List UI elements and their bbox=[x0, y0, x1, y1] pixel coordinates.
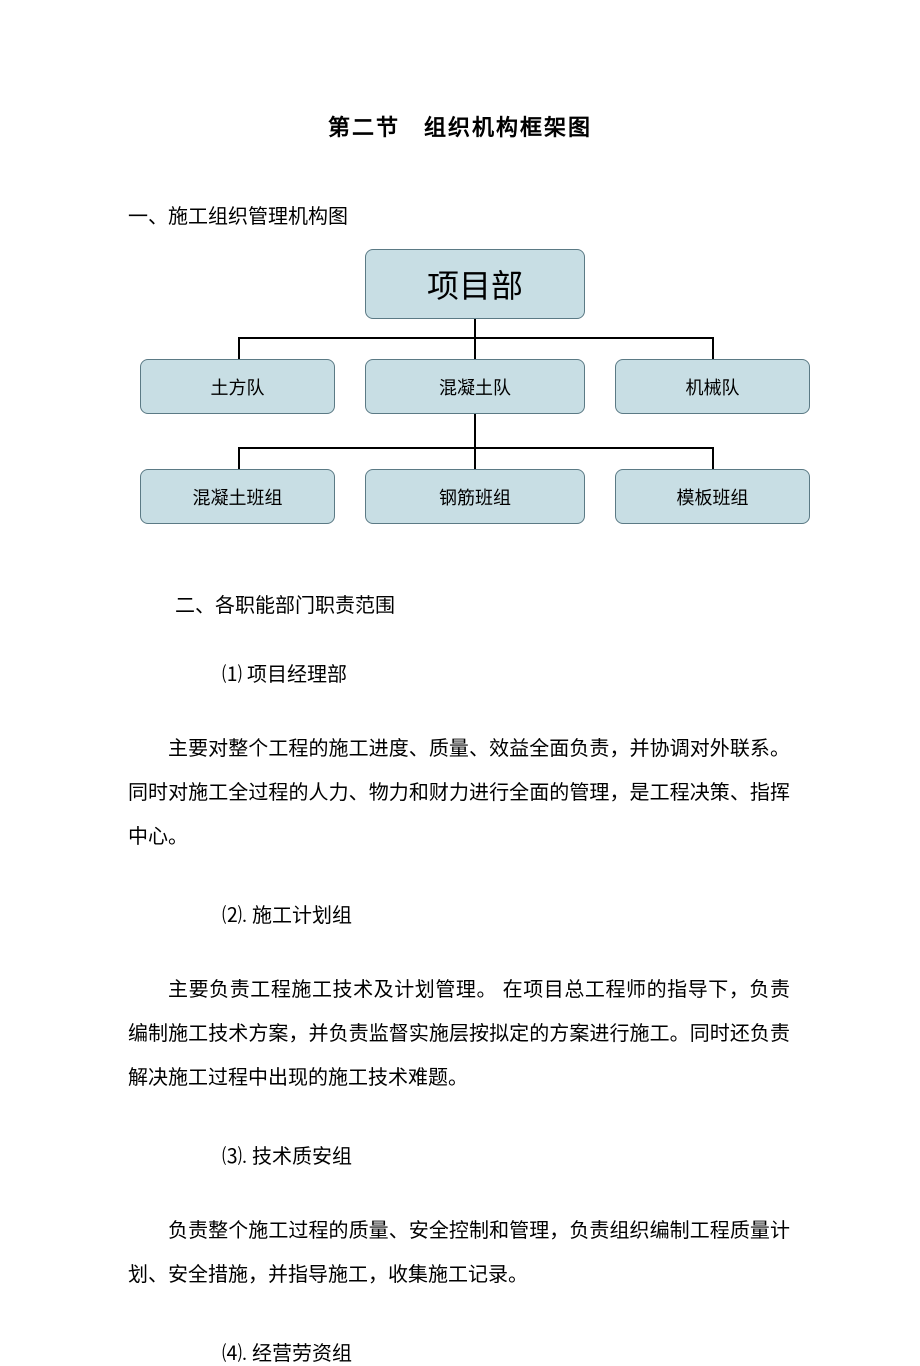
org-chart-connector bbox=[712, 337, 714, 359]
org-chart-node-l2_1: 混凝土班组 bbox=[140, 469, 335, 524]
subsection-3-body: 负责整个施工过程的质量、安全控制和管理，负责组织编制工程质量计划、安全措施，并指… bbox=[128, 1209, 790, 1297]
org-chart-connector bbox=[238, 337, 714, 339]
org-chart: 项目部土方队混凝土队机械队混凝土班组钢筋班组模板班组 bbox=[140, 249, 840, 549]
page-title: 第二节组织机构框架图 bbox=[0, 110, 920, 142]
section-2-heading: 二、各职能部门职责范围 bbox=[175, 589, 920, 618]
subsection-1-body: 主要对整个工程的施工进度、质量、效益全面负责，并协调对外联系。同时对施工全过程的… bbox=[128, 727, 790, 859]
subsection-2-heading: ⑵. 施工计划组 bbox=[222, 899, 920, 928]
org-chart-connector bbox=[238, 447, 714, 449]
title-part-2: 组织机构框架图 bbox=[424, 115, 592, 140]
org-chart-connector bbox=[238, 447, 240, 469]
subsection-4-heading: ⑷. 经营劳资组 bbox=[222, 1337, 920, 1366]
title-part-1: 第二节 bbox=[328, 115, 400, 140]
org-chart-node-l1_1: 土方队 bbox=[140, 359, 335, 414]
org-chart-node-l1_2: 混凝土队 bbox=[365, 359, 585, 414]
subsection-1-heading: ⑴ 项目经理部 bbox=[222, 658, 920, 687]
org-chart-node-root: 项目部 bbox=[365, 249, 585, 319]
org-chart-node-l2_3: 模板班组 bbox=[615, 469, 810, 524]
section-1-heading: 一、施工组织管理机构图 bbox=[128, 200, 920, 229]
org-chart-connector bbox=[474, 414, 476, 447]
org-chart-connector bbox=[238, 337, 240, 359]
org-chart-node-l1_3: 机械队 bbox=[615, 359, 810, 414]
org-chart-node-l2_2: 钢筋班组 bbox=[365, 469, 585, 524]
subsection-3-heading: ⑶. 技术质安组 bbox=[222, 1140, 920, 1169]
org-chart-connector bbox=[712, 447, 714, 469]
org-chart-connector bbox=[474, 319, 476, 339]
org-chart-connector bbox=[474, 447, 476, 469]
org-chart-connector bbox=[474, 337, 476, 359]
subsection-2-body: 主要负责工程施工技术及计划管理。 在项目总工程师的指导下，负责编制施工技术方案，… bbox=[128, 968, 790, 1100]
